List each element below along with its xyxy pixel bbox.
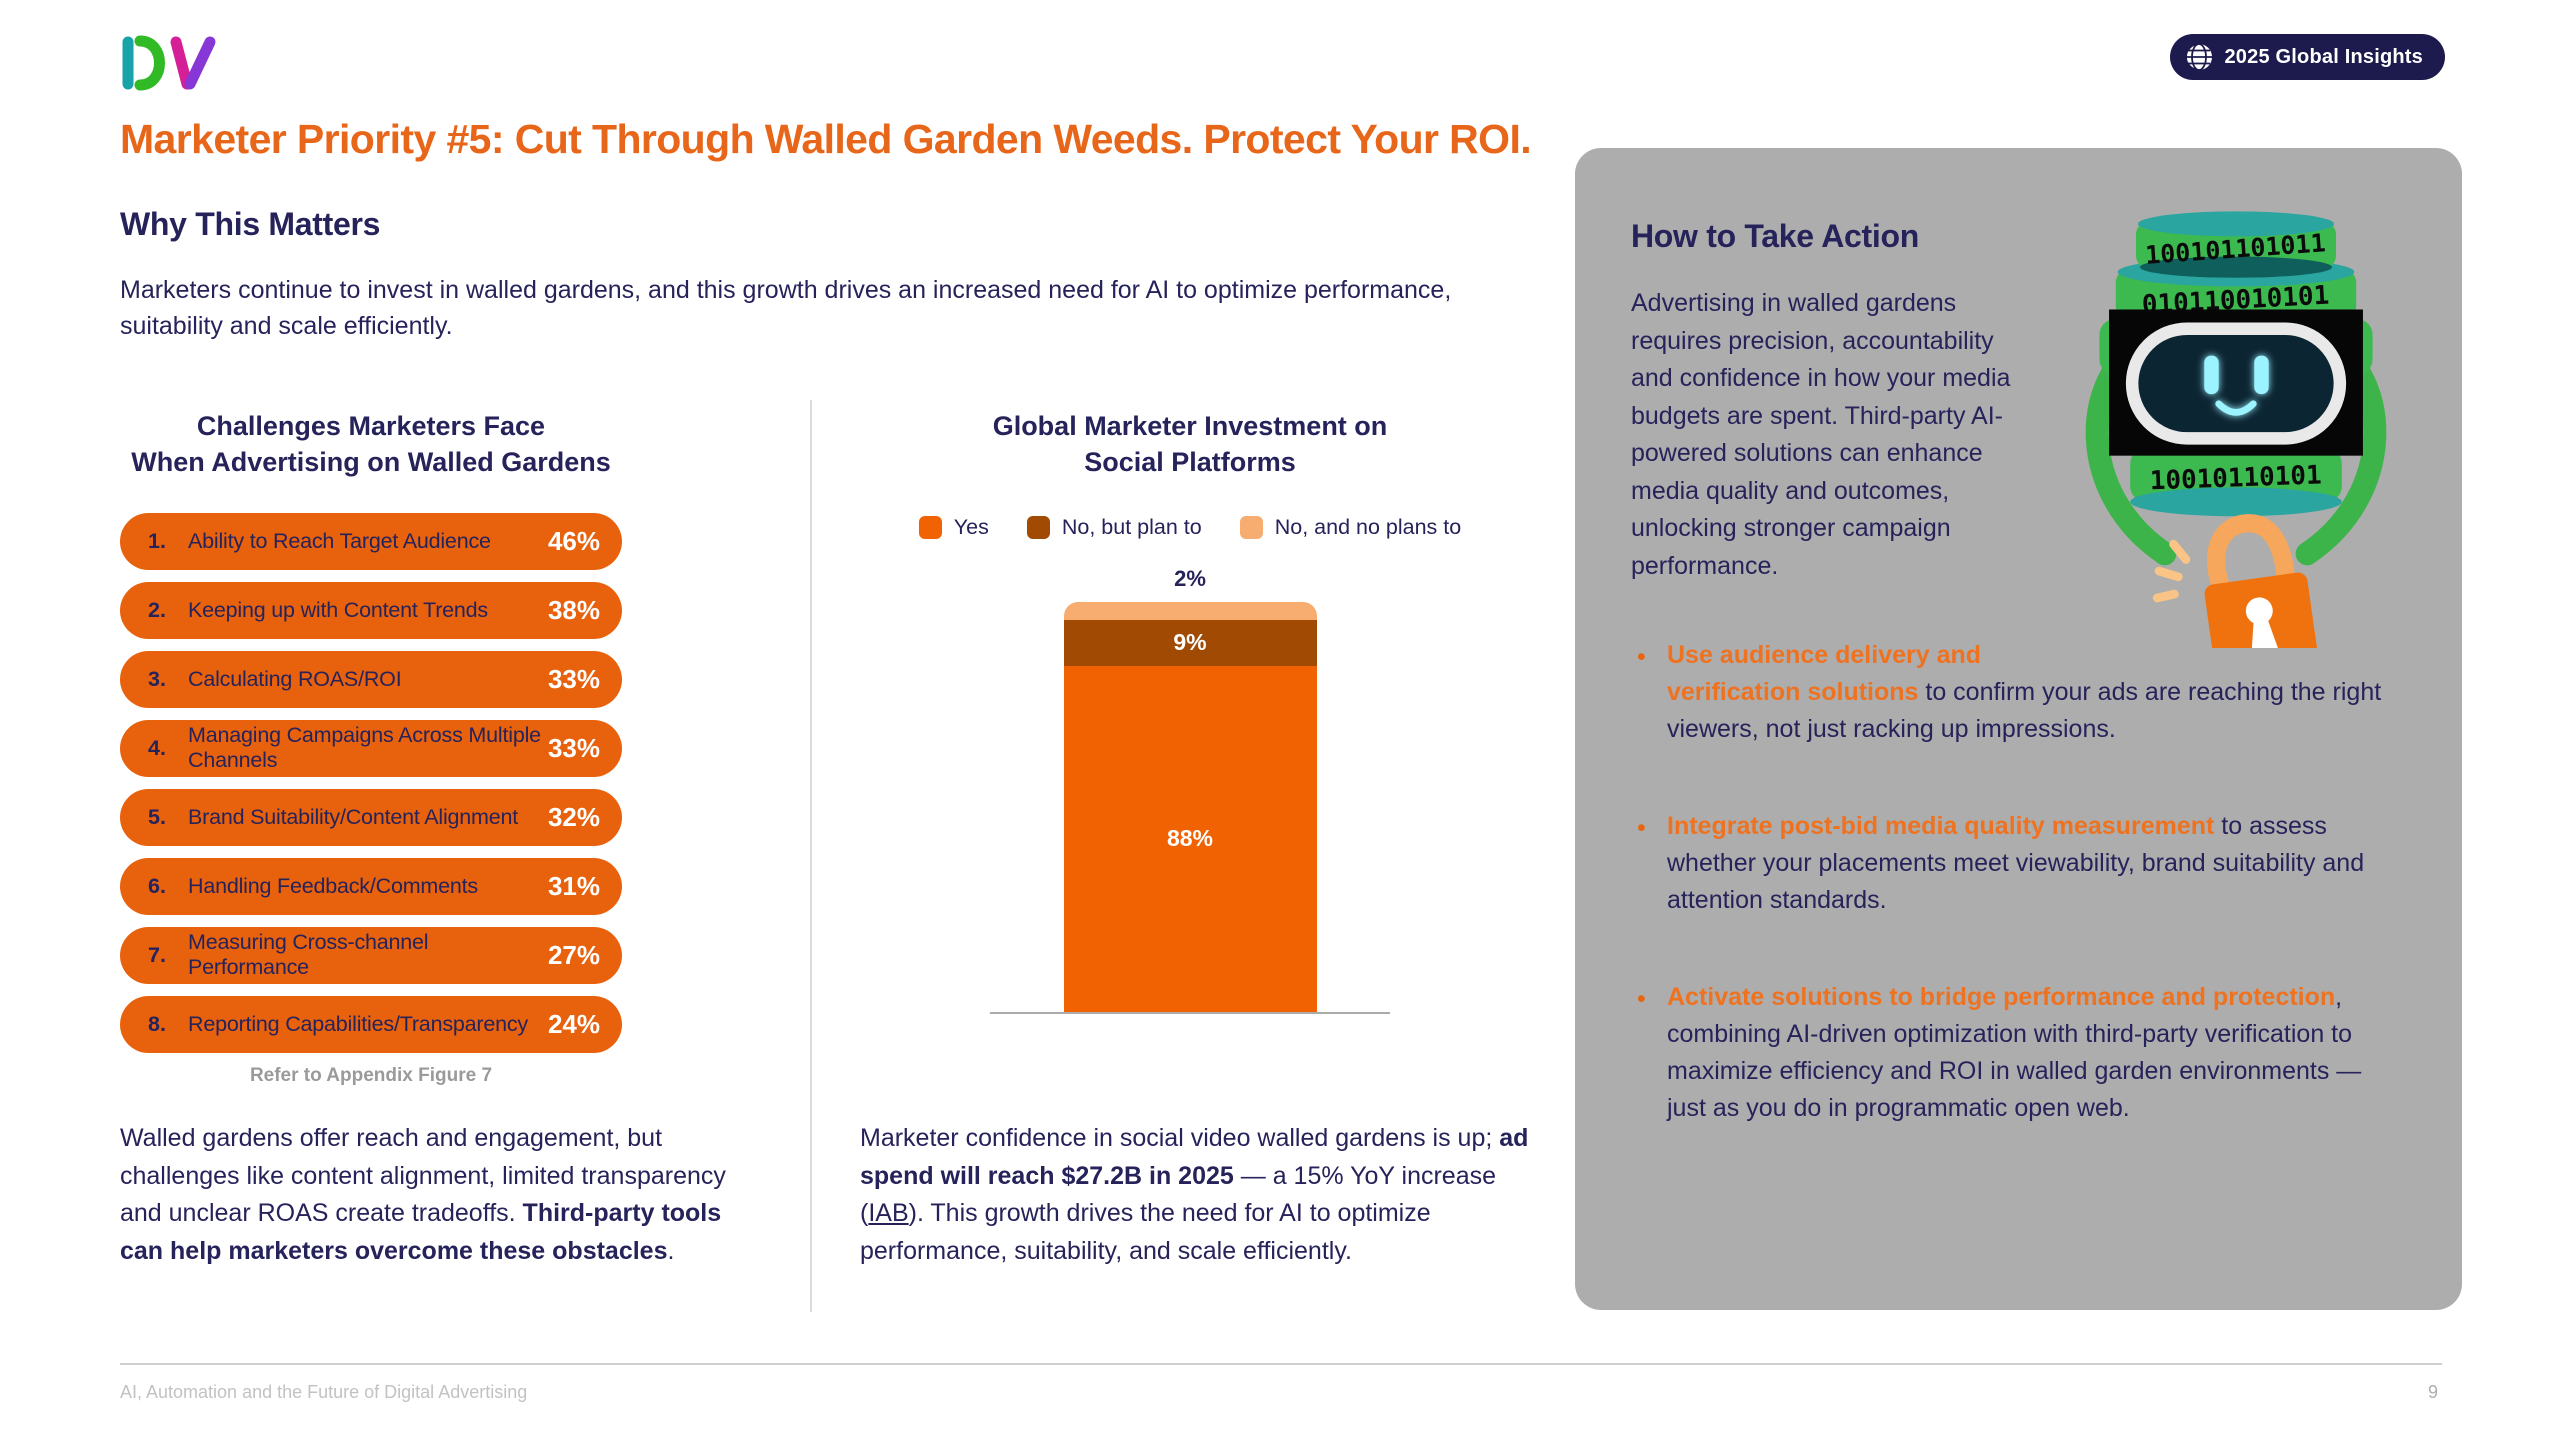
column-divider	[810, 400, 812, 1312]
global-insights-badge: 2025 Global Insights	[2170, 34, 2445, 80]
page-number: 9	[2427, 1382, 2438, 1402]
legend-item-no-plans: No, and no plans to	[1239, 515, 1461, 540]
investment-chart: Global Marketer Investment on Social Pla…	[860, 408, 1520, 1014]
intro-paragraph: Marketers continue to invest in walled g…	[120, 276, 1452, 341]
challenge-bar: 2. Keeping up with Content Trends 38%	[120, 581, 622, 639]
investment-chart-title: Global Marketer Investment on Social Pla…	[992, 411, 1388, 478]
challenges-summary: Walled gardens offer reach and engagemen…	[120, 1124, 726, 1265]
chart-legend: Yes No, but plan to No, and no plans to	[860, 515, 1520, 540]
footer-title: AI, Automation and the Future of Digital…	[120, 1382, 528, 1402]
bullet-icon: •	[1637, 814, 1646, 842]
action-heading: How to Take Action	[1631, 218, 1919, 254]
dv-logo-icon	[122, 35, 216, 91]
legend-item-no-but-plan: No, but plan to	[1026, 515, 1202, 540]
segment-yes: 88%	[1063, 665, 1317, 1012]
action-bullet: • Use audience delivery and verification …	[1637, 641, 2382, 743]
svg-text:10010110101: 10010110101	[2149, 460, 2322, 496]
challenges-bar-list: 1. Ability to Reach Target Audience 46% …	[120, 512, 622, 1053]
challenge-bar: 1. Ability to Reach Target Audience 46%	[120, 512, 622, 570]
challenge-bar: 3. Calculating ROAS/ROI 33%	[120, 650, 622, 708]
globe-icon	[2185, 43, 2213, 71]
action-intro: Advertising in walled gardens requires p…	[1631, 289, 2011, 580]
badge-label: 2025 Global Insights	[2224, 45, 2423, 68]
challenge-bar: 7. Measuring Cross-channel Performance 2…	[120, 926, 622, 984]
action-bullet: • Activate solutions to bridge performanc…	[1637, 983, 2362, 1122]
challenge-bar: 4. Managing Campaigns Across Multiple Ch…	[120, 719, 622, 777]
why-this-matters-heading: Why This Matters	[120, 206, 381, 242]
bullet-icon: •	[1637, 985, 1646, 1013]
open-padlock-icon	[2204, 514, 2318, 675]
stack-label-2pct: 2%	[1174, 565, 1206, 591]
segment-no-but-plan: 9%	[1063, 619, 1317, 666]
segment-no-plans	[1063, 601, 1317, 620]
unlock-spark-icon	[2152, 539, 2191, 603]
action-bullet: • Integrate post-bid media quality measur…	[1637, 812, 2365, 914]
legend-swatch-no-plans	[1239, 515, 1263, 539]
challenge-bar: 6. Handling Feedback/Comments 31%	[120, 857, 622, 915]
legend-swatch-no-but-plan	[1026, 515, 1050, 539]
challenge-bar: 5. Brand Suitability/Content Alignment 3…	[120, 788, 622, 846]
bullet-icon: •	[1637, 643, 1646, 671]
stacked-bar: 9% 88%	[1063, 601, 1317, 1012]
stacked-bar-chart: 2% 9% 88%	[990, 566, 1390, 1014]
appendix-note: Refer to Appendix Figure 7	[249, 1064, 493, 1086]
robot-lock-illustration: 10010110101 010110010101 100101101011	[2068, 196, 2404, 675]
challenges-chart-title: Challenges Marketers Face When Advertisi…	[131, 411, 611, 478]
robot-eyes	[2204, 355, 2269, 416]
how-to-take-action-panel: 10010110101 010110010101 100101101011	[1575, 148, 2462, 1310]
dv-logo	[120, 34, 220, 97]
legend-swatch-yes	[918, 515, 942, 539]
ai-robot-unlock-icon: 10010110101 010110010101 100101101011	[2085, 211, 2387, 675]
chart-baseline	[990, 1011, 1390, 1014]
investment-summary: Marketer confidence in social video wall…	[860, 1124, 1529, 1265]
action-bullet-list: • Use audience delivery and verification …	[1631, 637, 2404, 1127]
page-title: Marketer Priority #5: Cut Through Walled…	[120, 116, 1532, 162]
iab-link[interactable]: IAB	[868, 1199, 909, 1227]
challenge-bar: 8. Reporting Capabilities/Transparency 2…	[120, 995, 622, 1053]
challenges-chart: Challenges Marketers Face When Advertisi…	[120, 408, 622, 1087]
legend-item-yes: Yes	[918, 515, 989, 540]
footer-divider	[120, 1363, 2442, 1365]
